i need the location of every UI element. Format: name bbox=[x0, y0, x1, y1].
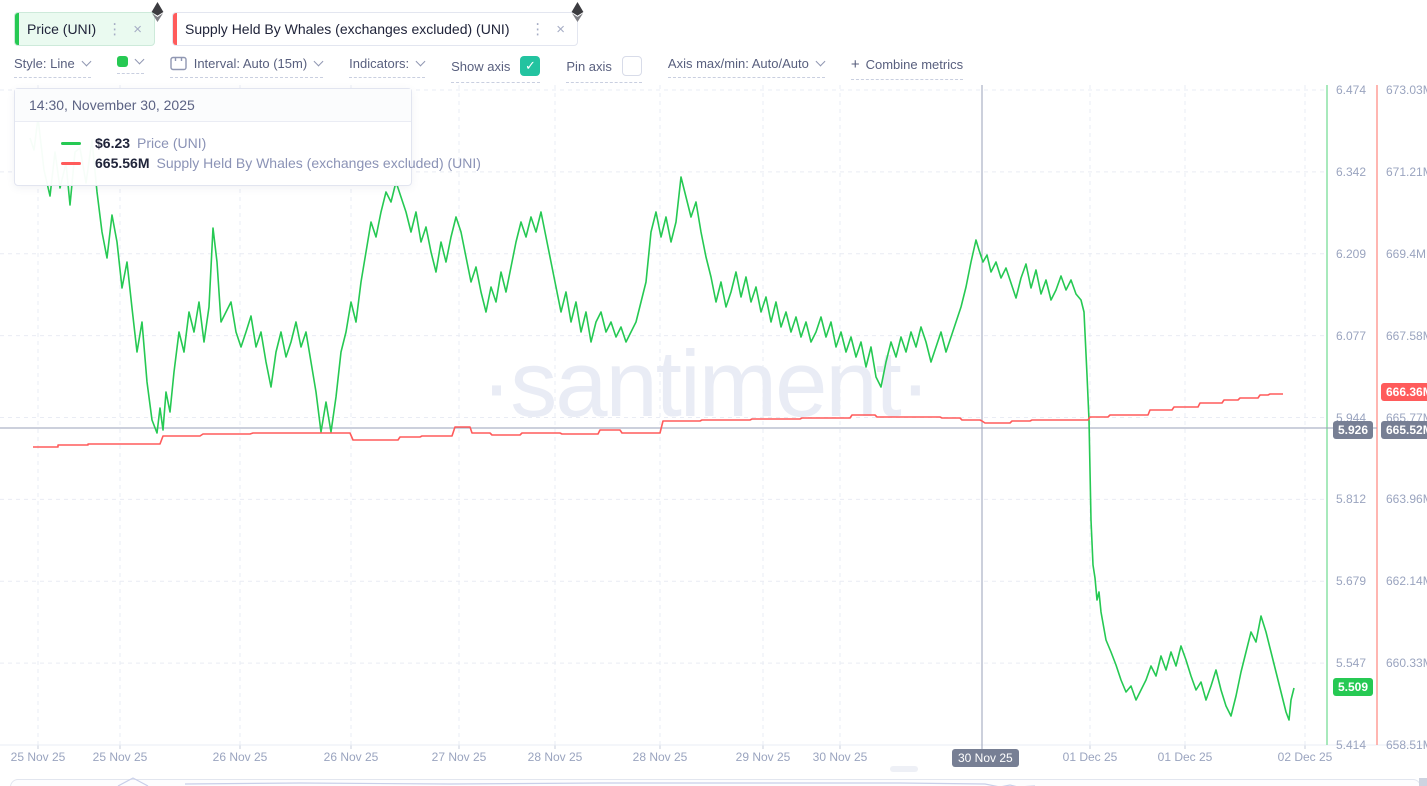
x-axis-tick: 28 Nov 25 bbox=[527, 750, 583, 764]
x-axis-tick: 29 Nov 25 bbox=[735, 750, 791, 764]
close-icon[interactable]: × bbox=[133, 20, 142, 38]
scrollbar-corner bbox=[1419, 778, 1427, 786]
tab-price-uni[interactable]: Price (UNI) ⋮ × bbox=[14, 12, 155, 46]
santiment-watermark: ·santiment· bbox=[480, 331, 931, 436]
x-axis-tick: 26 Nov 25 bbox=[212, 750, 268, 764]
price-crosshair-badge: 5.926 bbox=[1333, 421, 1374, 439]
pin-axis-label: Pin axis bbox=[566, 58, 612, 74]
tooltip-price-value: $6.23 bbox=[95, 135, 131, 151]
series-line bbox=[33, 393, 1283, 448]
tab-accent-bar bbox=[173, 13, 177, 45]
color-swatch bbox=[116, 56, 128, 67]
tab-supply-whales-uni[interactable]: Supply Held By Whales (exchanges exclude… bbox=[172, 12, 578, 46]
navigator-handle[interactable] bbox=[890, 766, 918, 772]
eth-diamond-icon bbox=[571, 2, 584, 22]
metric-tabs: Price (UNI) ⋮ × Supply Held By Whales (e… bbox=[14, 12, 578, 46]
axis-maxmin-label: Axis max/min: Auto/Auto bbox=[667, 56, 809, 71]
interval-label: Interval: Auto (15m) bbox=[193, 56, 308, 71]
indicators-label: Indicators: bbox=[349, 56, 410, 71]
supply-current-badge: 666.36M bbox=[1381, 383, 1427, 401]
supply-axis-tick: 667.58M bbox=[1386, 328, 1427, 343]
price-axis-tick: 5.812 bbox=[1336, 492, 1367, 507]
x-axis-tick: 30 Nov 25 bbox=[812, 750, 868, 764]
price-axis-tick: 5.547 bbox=[1336, 656, 1367, 671]
chart-tooltip: 14:30, November 30, 2025 $6.23 Price (UN… bbox=[14, 88, 481, 186]
combine-metrics-label: Combine metrics bbox=[865, 57, 964, 72]
price-axis-tick: 5.679 bbox=[1336, 574, 1367, 589]
price-current-badge: 5.509 bbox=[1333, 678, 1374, 696]
supply-axis-tick: 671.21M bbox=[1386, 164, 1427, 179]
supply-axis-tick: 660.33M bbox=[1386, 656, 1427, 671]
tab-label: Supply Held By Whales (exchanges exclude… bbox=[185, 21, 510, 37]
tooltip-supply-label: Supply Held By Whales (exchanges exclude… bbox=[156, 155, 481, 171]
tooltip-timestamp: 14:30, November 30, 2025 bbox=[15, 89, 411, 122]
show-axis-label: Show axis bbox=[451, 58, 511, 74]
eth-diamond-icon bbox=[151, 2, 164, 22]
chevron-down-icon bbox=[81, 56, 92, 67]
supply-series-dash bbox=[61, 161, 81, 165]
chevron-down-icon bbox=[815, 56, 826, 67]
price-axis-tick: 5.414 bbox=[1336, 738, 1367, 752]
supply-axis-tick: 663.96M bbox=[1386, 492, 1427, 507]
tab-label: Price (UNI) bbox=[27, 21, 97, 37]
interval-icon bbox=[170, 56, 187, 71]
kebab-menu-icon[interactable]: ⋮ bbox=[107, 21, 123, 38]
x-axis-tick: 26 Nov 25 bbox=[323, 750, 379, 764]
combine-metrics-button[interactable]: + Combine metrics bbox=[850, 56, 964, 80]
price-axis-tick: 6.209 bbox=[1336, 246, 1367, 261]
plus-icon: + bbox=[850, 56, 860, 73]
close-icon[interactable]: × bbox=[556, 20, 565, 38]
tooltip-row-supply: 665.56M Supply Held By Whales (exchanges… bbox=[61, 155, 481, 171]
style-dropdown[interactable]: Style: Line bbox=[14, 56, 92, 78]
tooltip-supply-value: 665.56M bbox=[95, 155, 150, 171]
supply-axis-tick: 669.4M bbox=[1386, 246, 1427, 261]
supply-axis-tick: 658.51M bbox=[1386, 738, 1427, 752]
supply-axis-tick: 673.03M bbox=[1386, 83, 1427, 97]
interval-dropdown[interactable]: Interval: Auto (15m) bbox=[169, 56, 324, 78]
tooltip-price-label: Price (UNI) bbox=[137, 135, 207, 151]
x-axis-tick: 25 Nov 25 bbox=[92, 750, 148, 764]
color-swatch-dropdown[interactable] bbox=[116, 54, 145, 74]
show-axis-checkbox[interactable]: ✓ bbox=[520, 56, 541, 76]
x-axis-tick: 02 Dec 25 bbox=[1277, 750, 1333, 764]
price-axis-tick: 6.474 bbox=[1336, 83, 1367, 97]
x-axis-tick: 27 Nov 25 bbox=[431, 750, 487, 764]
price-series-dash bbox=[61, 141, 81, 145]
tab-accent-bar bbox=[15, 13, 19, 45]
style-label: Style: Line bbox=[14, 56, 75, 71]
pin-axis-toggle[interactable]: Pin axis bbox=[566, 56, 642, 83]
x-axis-tick: 01 Dec 25 bbox=[1062, 750, 1118, 764]
x-axis-tick: 28 Nov 25 bbox=[632, 750, 688, 764]
axis-maxmin-dropdown[interactable]: Axis max/min: Auto/Auto bbox=[667, 56, 826, 78]
supply-axis-tick: 662.14M bbox=[1386, 574, 1427, 589]
pin-axis-checkbox[interactable] bbox=[621, 56, 642, 76]
navigator-sparkline bbox=[117, 777, 149, 786]
x-axis-tick: 01 Dec 25 bbox=[1157, 750, 1213, 764]
chevron-down-icon bbox=[415, 56, 426, 67]
x-axis-crosshair-badge: 30 Nov 25 bbox=[952, 749, 1019, 767]
tooltip-row-price: $6.23 Price (UNI) bbox=[61, 135, 399, 151]
show-axis-toggle[interactable]: Show axis ✓ bbox=[451, 56, 541, 83]
chart-toolbar: Style: Line Interval: Auto (15m) Indicat… bbox=[14, 54, 964, 83]
price-axis-tick: 6.077 bbox=[1336, 328, 1367, 343]
chevron-down-icon bbox=[313, 56, 324, 67]
x-axis-tick: 25 Nov 25 bbox=[10, 750, 66, 764]
checkmark-icon: ✓ bbox=[524, 58, 536, 73]
supply-crosshair-badge: 665.52M bbox=[1381, 421, 1427, 439]
indicators-dropdown[interactable]: Indicators: bbox=[349, 56, 426, 78]
tooltip-body: $6.23 Price (UNI) 665.56M Supply Held By… bbox=[15, 122, 481, 185]
kebab-menu-icon[interactable]: ⋮ bbox=[530, 21, 546, 38]
chevron-down-icon bbox=[134, 54, 145, 65]
price-axis-tick: 6.342 bbox=[1336, 164, 1367, 179]
series-line bbox=[29, 117, 1295, 721]
